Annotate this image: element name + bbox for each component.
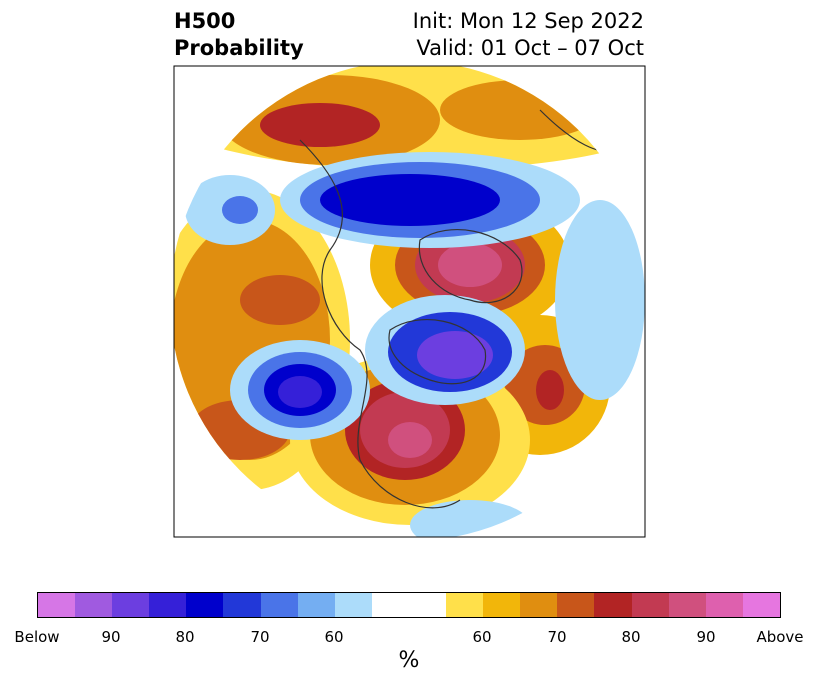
colorbar — [37, 592, 781, 618]
colorbar-cell — [557, 593, 595, 617]
colorbar-cell — [334, 593, 372, 617]
colorbar-cell — [408, 593, 447, 617]
colorbar-tick-label: 90 — [696, 628, 716, 646]
colorbar-unit: % — [398, 648, 420, 673]
below-anomaly-pacific — [230, 340, 370, 440]
colorbar-cell — [371, 593, 409, 617]
below-anomaly-atlantic — [410, 200, 645, 537]
colorbar-tick-label: 90 — [101, 628, 121, 646]
map-title: H500 Probability — [174, 9, 304, 60]
colorbar-cell — [223, 593, 261, 617]
colorbar-cell — [260, 593, 298, 617]
colorbar-cell — [112, 593, 150, 617]
colorbar-cell — [668, 593, 706, 617]
colorbar-cell — [631, 593, 669, 617]
colorbar-tick-label: Below — [14, 628, 60, 646]
colorbar-cell — [520, 593, 558, 617]
colorbar-tick-label: 70 — [547, 628, 567, 646]
colorbar-cell — [742, 593, 780, 617]
map-subtitle: Init: Mon 12 Sep 2022 Valid: 01 Oct – 07… — [412, 9, 644, 60]
colorbar-cell — [186, 593, 224, 617]
colorbar-cell — [594, 593, 632, 617]
map-frame — [173, 65, 646, 538]
colorbar-tick-label: 80 — [175, 628, 195, 646]
above-anomaly-north — [174, 66, 645, 170]
below-anomaly-arctic — [185, 152, 580, 248]
colorbar-cell — [297, 593, 335, 617]
colorbar-tick-label: 60 — [324, 628, 344, 646]
colorbar-cell — [149, 593, 187, 617]
colorbar-cell — [38, 593, 76, 617]
colorbar-cell — [483, 593, 521, 617]
colorbar-tick-label: Above — [756, 628, 804, 646]
colorbar-tick-label: 60 — [472, 628, 492, 646]
colorbar-cell — [446, 593, 484, 617]
below-anomaly-hudson — [365, 295, 525, 405]
colorbar-cell — [705, 593, 743, 617]
colorbar-cell — [75, 593, 113, 617]
colorbar-tick-label: 70 — [250, 628, 270, 646]
colorbar-tick-label: 80 — [621, 628, 641, 646]
coastlines — [299, 109, 631, 509]
